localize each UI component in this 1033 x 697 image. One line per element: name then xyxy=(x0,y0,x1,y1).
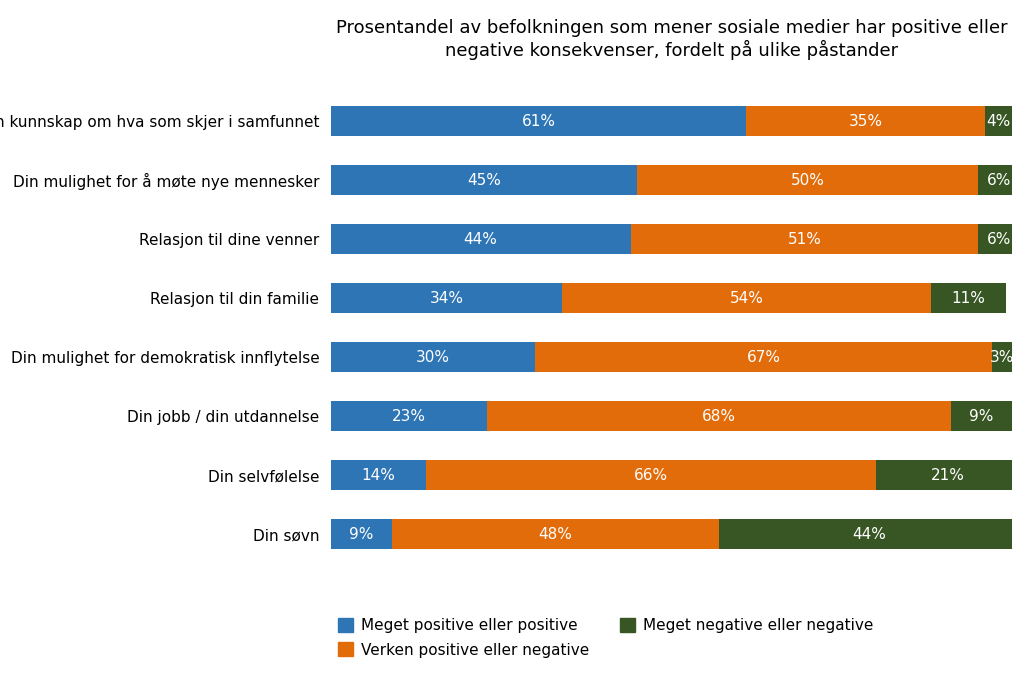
Text: 14%: 14% xyxy=(362,468,396,482)
Title: Prosentandel av befolkningen som mener sosiale medier har positive eller
negativ: Prosentandel av befolkningen som mener s… xyxy=(336,19,1007,60)
Bar xyxy=(331,106,747,137)
Bar xyxy=(562,283,931,314)
Bar xyxy=(331,224,630,254)
Text: 6%: 6% xyxy=(987,231,1011,247)
Bar xyxy=(951,401,1012,431)
Text: 51%: 51% xyxy=(787,231,821,247)
Legend: Meget positive eller positive, Verken positive eller negative, Meget negative el: Meget positive eller positive, Verken po… xyxy=(338,618,873,657)
Bar xyxy=(876,460,1020,491)
Bar xyxy=(931,283,1005,314)
Text: 66%: 66% xyxy=(634,468,668,482)
Bar xyxy=(985,106,1012,137)
Text: 48%: 48% xyxy=(538,526,572,542)
Text: 21%: 21% xyxy=(931,468,965,482)
Text: 35%: 35% xyxy=(849,114,883,129)
Text: 44%: 44% xyxy=(852,526,886,542)
Bar xyxy=(331,342,535,372)
Bar xyxy=(637,164,978,195)
Bar xyxy=(331,164,637,195)
Text: 61%: 61% xyxy=(522,114,556,129)
Text: 67%: 67% xyxy=(747,350,781,365)
Bar xyxy=(535,342,992,372)
Bar xyxy=(719,519,1020,549)
Text: 9%: 9% xyxy=(349,526,373,542)
Text: 11%: 11% xyxy=(951,291,984,305)
Bar xyxy=(331,519,392,549)
Bar xyxy=(426,460,876,491)
Text: 30%: 30% xyxy=(416,350,449,365)
Text: 23%: 23% xyxy=(392,408,426,424)
Text: 9%: 9% xyxy=(970,408,994,424)
Text: 3%: 3% xyxy=(990,350,1014,365)
Text: 6%: 6% xyxy=(987,173,1011,187)
Bar xyxy=(978,224,1020,254)
Bar xyxy=(992,342,1012,372)
Bar xyxy=(747,106,985,137)
Bar xyxy=(331,283,562,314)
Text: 34%: 34% xyxy=(430,291,464,305)
Text: 4%: 4% xyxy=(987,114,1011,129)
Text: 54%: 54% xyxy=(729,291,763,305)
Bar xyxy=(630,224,978,254)
Bar xyxy=(978,164,1020,195)
Text: 44%: 44% xyxy=(464,231,498,247)
Bar xyxy=(488,401,951,431)
Bar xyxy=(331,460,426,491)
Bar xyxy=(331,401,488,431)
Text: 50%: 50% xyxy=(791,173,824,187)
Text: 45%: 45% xyxy=(467,173,501,187)
Bar xyxy=(392,519,719,549)
Text: 68%: 68% xyxy=(702,408,737,424)
